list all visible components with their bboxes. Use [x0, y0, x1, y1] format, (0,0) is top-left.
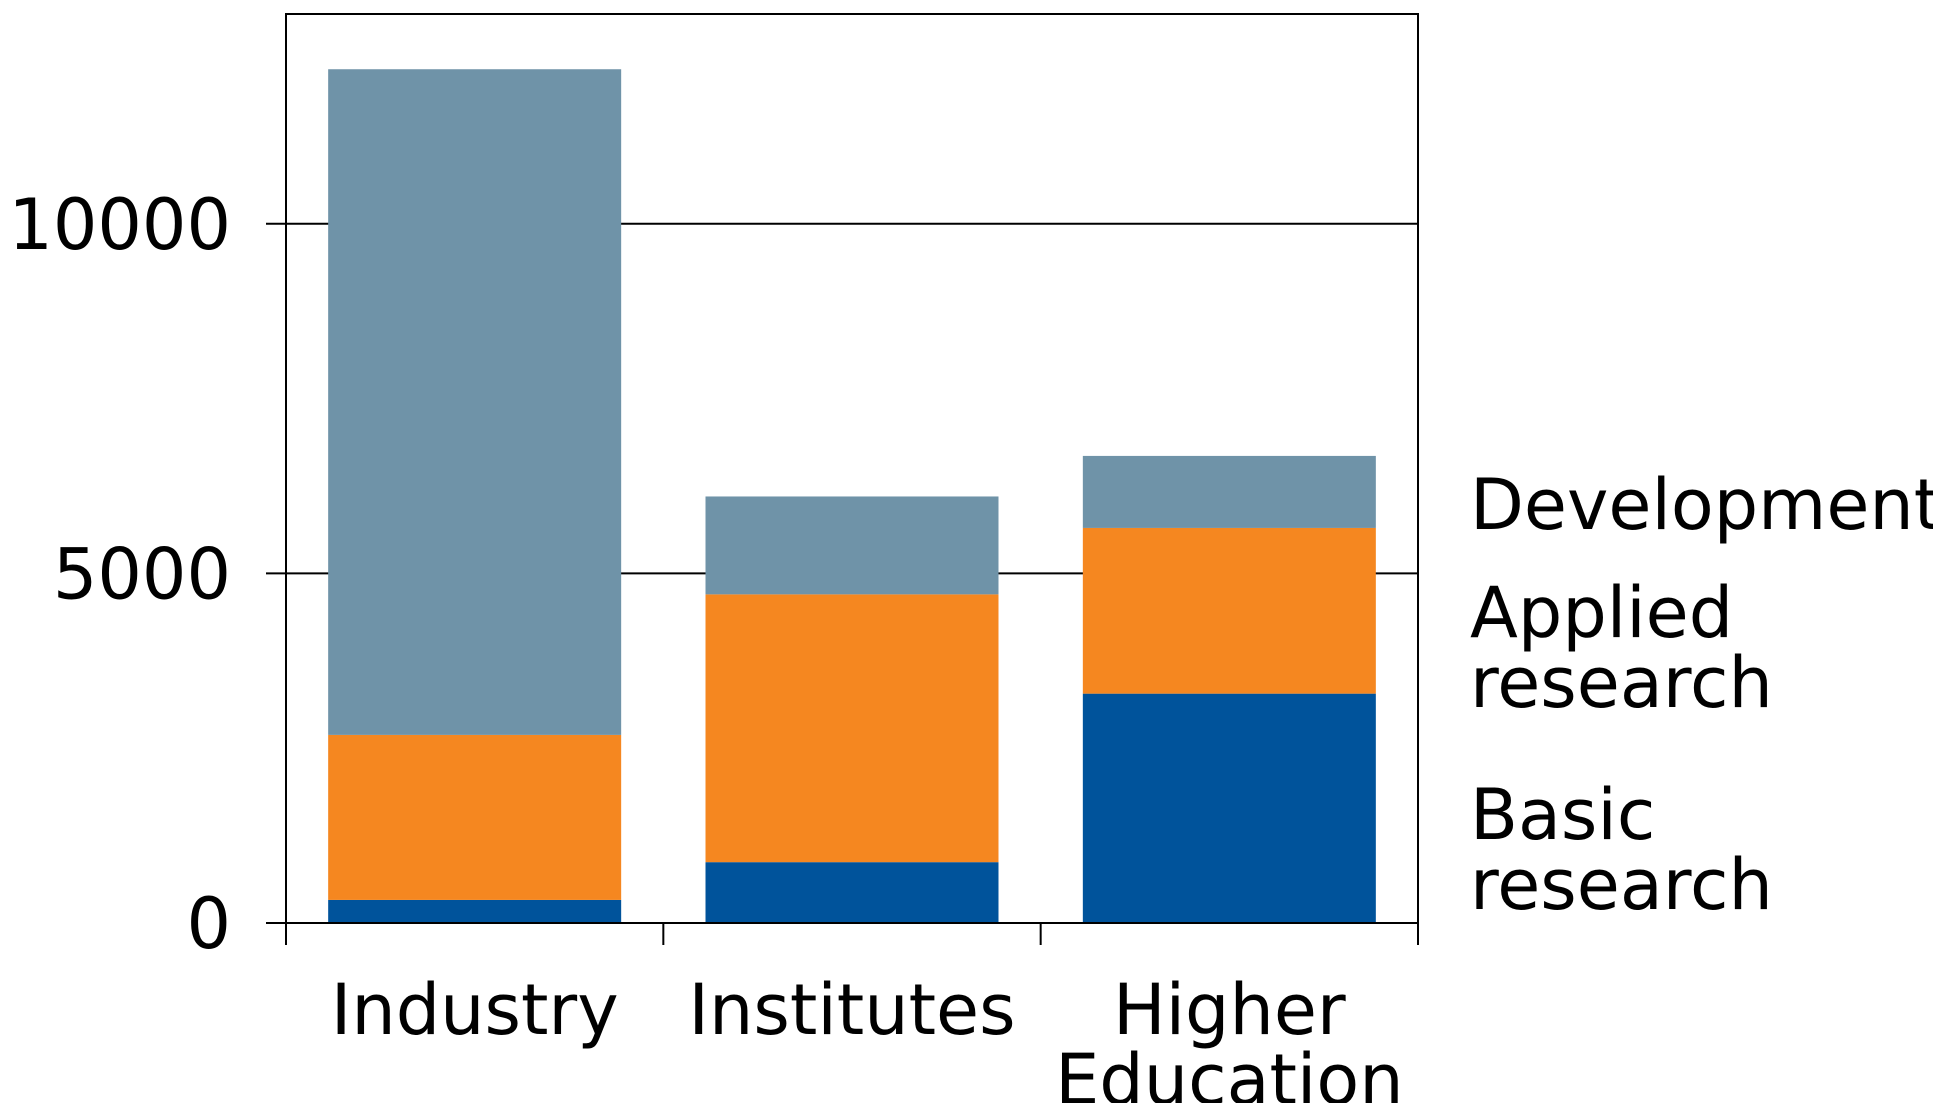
bars [328, 69, 1376, 923]
bar-institutes-development [705, 496, 999, 595]
category-label: Higher [1113, 969, 1346, 1051]
category-label: Institutes [688, 969, 1015, 1051]
y-tick-label: 10000 [8, 184, 231, 266]
category-label: Education [1055, 1039, 1404, 1103]
bar-higher-education-development [1082, 455, 1376, 528]
bar-higher-education-applied-research [1082, 527, 1376, 694]
legend-label: Applied [1470, 572, 1733, 654]
bar-institutes-basic-research [705, 862, 999, 923]
bar-industry-basic-research [328, 899, 622, 923]
legend-label: Development [1470, 464, 1933, 546]
plot-frame [285, 13, 1419, 924]
labels: 0 5000 10000 Industry Institutes HigherEducat… [8, 184, 1403, 1103]
legend-label: Basic [1470, 774, 1655, 856]
bar-institutes-applied-research [705, 594, 999, 863]
y-tick-label: 0 [186, 883, 231, 965]
bar-higher-education-basic-research [1082, 693, 1376, 923]
y-tick-label: 5000 [53, 533, 231, 615]
bar-industry-development [328, 69, 622, 735]
category-label: Industry [331, 969, 619, 1051]
legend-label: research [1470, 642, 1773, 724]
bar-industry-applied-research [328, 734, 622, 900]
axes [266, 222, 1419, 945]
legend-label: research [1470, 844, 1773, 926]
